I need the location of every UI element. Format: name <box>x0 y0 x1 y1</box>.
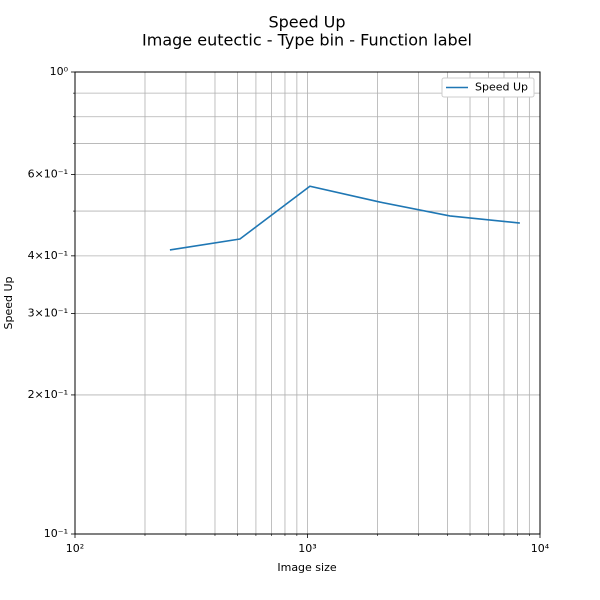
chart-title: Speed Up <box>268 13 345 32</box>
legend-box <box>441 77 535 98</box>
y-tick-label: 2×10⁻¹ <box>28 388 68 401</box>
y-tick-label: 4×10⁻¹ <box>28 249 68 262</box>
chart-subtitle: Image eutectic - Type bin - Function lab… <box>142 31 472 50</box>
x-tick-label: 10³ <box>298 542 316 555</box>
x-tick-label: 10⁴ <box>531 542 550 555</box>
y-tick-label: 10⁻¹ <box>44 527 68 540</box>
y-tick-label: 10⁰ <box>50 65 69 78</box>
legend-label: Speed Up <box>475 81 528 94</box>
data-line <box>169 185 520 251</box>
y-tick-label: 6×10⁻¹ <box>28 167 68 180</box>
y-tick-label: 3×10⁻¹ <box>28 307 68 320</box>
plot-frame <box>74 71 541 535</box>
x-axis-label: Image size <box>277 561 337 574</box>
x-tick-label: 10² <box>66 542 84 555</box>
y-axis-label: Speed Up <box>2 276 15 329</box>
